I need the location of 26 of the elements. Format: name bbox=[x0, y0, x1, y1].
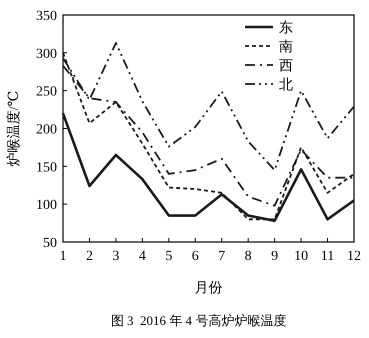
x-tick-label: 12 bbox=[347, 249, 361, 264]
y-axis-title: 炉喉温度/℃ bbox=[6, 90, 22, 166]
x-axis-title: 月份 bbox=[194, 280, 222, 296]
x-tick-label: 7 bbox=[218, 249, 226, 264]
x-tick-label: 11 bbox=[320, 249, 334, 264]
x-tick-label: 10 bbox=[294, 249, 308, 264]
x-tick-label: 6 bbox=[192, 249, 199, 264]
caption: 图 3 2016 年 4 号高炉炉喉温度 bbox=[110, 313, 286, 328]
y-tick-label: 250 bbox=[36, 84, 57, 100]
legend-label: 南 bbox=[279, 39, 293, 55]
legend-label: 西 bbox=[279, 59, 293, 74]
x-tick-label: 1 bbox=[60, 249, 66, 264]
legend-label: 东 bbox=[279, 20, 293, 36]
legend-label: 北 bbox=[279, 77, 293, 93]
y-tick-label: 150 bbox=[36, 160, 57, 176]
x-tick-label: 4 bbox=[138, 249, 146, 264]
y-tick-label: 200 bbox=[36, 122, 57, 138]
x-tick-label: 2 bbox=[86, 249, 93, 264]
x-tick-label: 3 bbox=[112, 249, 120, 264]
x-tick-label: 9 bbox=[271, 249, 278, 264]
y-tick-label: 100 bbox=[36, 198, 57, 214]
x-tick-label: 5 bbox=[165, 249, 172, 264]
y-tick-label: 300 bbox=[36, 46, 57, 62]
y-tick-label: 50 bbox=[43, 236, 57, 251]
x-tick-label: 8 bbox=[244, 249, 252, 264]
y-tick-label: 350 bbox=[36, 9, 57, 24]
